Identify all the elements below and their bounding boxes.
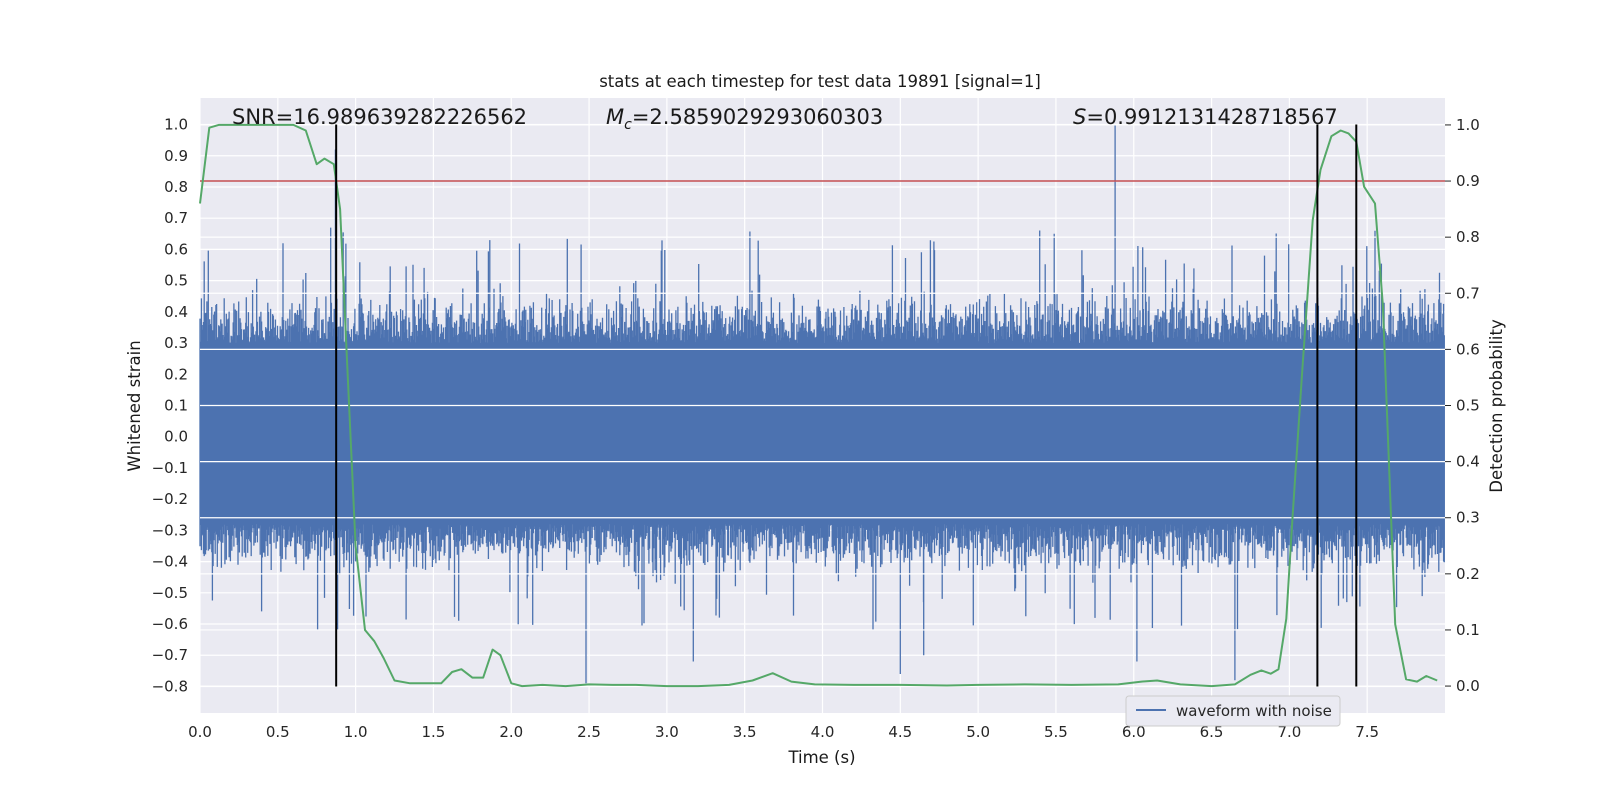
x-tick-label: 4.0 [811, 723, 835, 741]
y-tick-label-right: 0.0 [1456, 677, 1480, 695]
legend: waveform with noise [1125, 695, 1341, 727]
y-tick-label-left: −0.3 [152, 521, 188, 539]
legend-label: waveform with noise [1176, 702, 1332, 720]
x-tick-label: 3.5 [733, 723, 757, 741]
x-tick-label: 7.0 [1277, 723, 1301, 741]
x-tick-label: 5.0 [966, 723, 990, 741]
mc-annotation: Mc=2.5859029293060303 [606, 105, 883, 133]
s-symbol: S [1073, 105, 1086, 129]
mc-value: =2.5859029293060303 [632, 105, 883, 129]
x-tick-label: 6.0 [1122, 723, 1146, 741]
y-tick-label-left: 1.0 [164, 116, 188, 134]
y-tick-label-left: 0.7 [164, 209, 188, 227]
y-tick-label-right: 0.7 [1456, 284, 1480, 302]
x-tick-label: 0.0 [188, 723, 212, 741]
x-ticks: 0.0 0.5 1.0 1.5 2.0 2.5 3.0 3.5 4.0 4.5 5.0 5.5 6.0 6… [188, 723, 1379, 741]
y-ticks-left: 1.0 0.9 0.8 0.7 0.6 0.5 0.4 0.3 0.2 0.1 0.0 −0.1 −0.… [152, 116, 188, 696]
y-tick-label-left: −0.4 [152, 553, 188, 571]
y-tick-label-left: 0.1 [164, 397, 188, 415]
x-axis-label: Time (s) [787, 748, 855, 767]
y-tick-label-right: 1.0 [1456, 116, 1480, 134]
y-tick-label-right: 0.8 [1456, 228, 1480, 246]
y-tick-label-right: 0.6 [1456, 340, 1480, 358]
y-tick-label-right: 0.5 [1456, 397, 1480, 415]
y-tick-label-left: −0.1 [152, 459, 188, 477]
annotations: SNR=16.989639282226562 Mc=2.585902929306… [232, 105, 1338, 133]
y-tick-label-left: 0.6 [164, 240, 188, 258]
vertical-markers [335, 124, 1358, 687]
legend-box [1125, 695, 1341, 727]
x-tick-label: 0.5 [266, 723, 290, 741]
x-tick-label: 7.5 [1355, 723, 1379, 741]
y-axis-label-right: Detection probability [1487, 319, 1506, 493]
x-tick-label: 1.0 [344, 723, 368, 741]
y-axis-label-left: Whitened strain [125, 340, 144, 471]
right-gridlines [200, 124, 1445, 687]
s-annotation: S=0.9912131428718567 [1073, 105, 1338, 129]
x-tick-label: 5.5 [1044, 723, 1068, 741]
chart-title: stats at each timestep for test data 198… [599, 72, 1041, 91]
x-tick-label: 2.5 [577, 723, 601, 741]
y-tick-label-left: −0.8 [152, 677, 188, 695]
y-tick-label-left: 0.2 [164, 365, 188, 383]
y-tick-label-left: −0.7 [152, 646, 188, 664]
y-tick-label-left: 0.4 [164, 303, 188, 321]
x-tick-label: 4.5 [888, 723, 912, 741]
y-tick-label-right: 0.1 [1456, 621, 1480, 639]
y-tick-label-right: 0.9 [1456, 172, 1480, 190]
x-tick-label: 6.5 [1200, 723, 1224, 741]
s-value: =0.9912131428718567 [1086, 105, 1337, 129]
y-tick-label-right: 0.2 [1456, 565, 1480, 583]
x-tick-label: 2.0 [499, 723, 523, 741]
y-tick-label-left: 0.3 [164, 334, 188, 352]
mc-subscript: c [624, 117, 632, 133]
mc-symbol: M [606, 105, 624, 129]
y-ticks-right: 1.0 0.9 0.8 0.7 0.6 0.5 0.4 0.3 0.2 0.1 0.0 [1445, 116, 1480, 695]
waveform-trace [199, 124, 1445, 684]
y-tick-label-left: 0.0 [164, 428, 188, 446]
snr-annotation: SNR=16.989639282226562 [232, 105, 527, 129]
x-tick-label: 1.5 [422, 723, 446, 741]
y-tick-label-left: −0.6 [152, 615, 188, 633]
y-tick-label-left: 0.5 [164, 272, 188, 290]
y-tick-label-right: 0.3 [1456, 509, 1480, 527]
x-tick-label: 3.0 [655, 723, 679, 741]
y-tick-label-right: 0.4 [1456, 453, 1480, 471]
y-tick-label-left: 0.9 [164, 147, 188, 165]
y-tick-label-left: −0.5 [152, 584, 188, 602]
waveform-series [199, 124, 1445, 684]
y-tick-label-left: 0.8 [164, 178, 188, 196]
y-tick-label-left: −0.2 [152, 490, 188, 508]
